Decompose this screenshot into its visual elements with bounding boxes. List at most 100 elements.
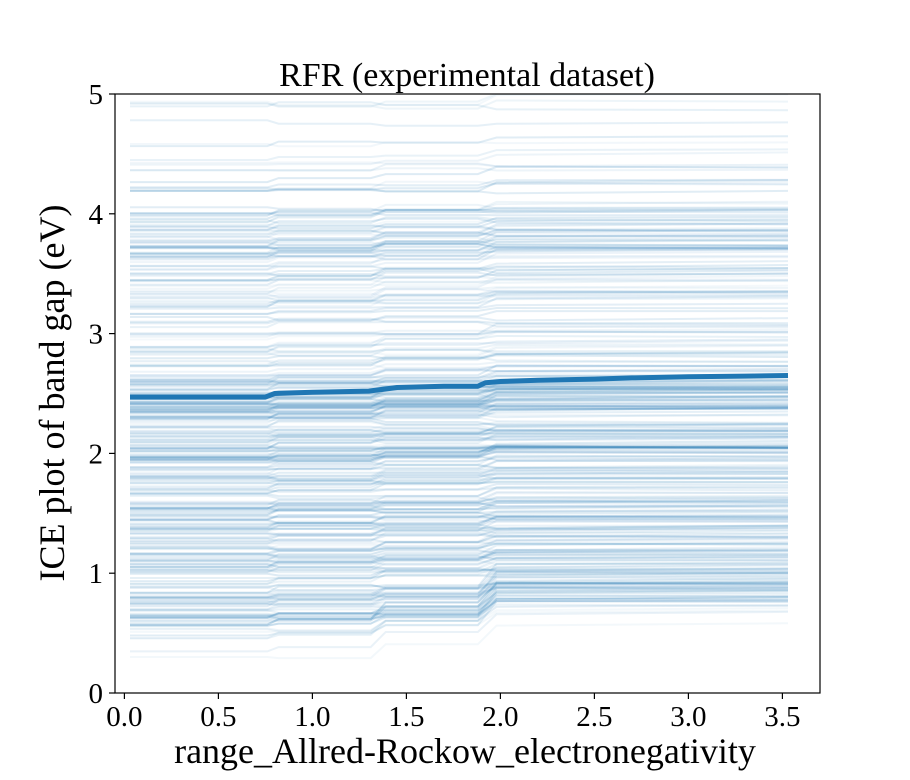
- ice-curve: [130, 290, 789, 298]
- ice-curve: [130, 240, 789, 250]
- ice-curve: [130, 540, 789, 547]
- ice-curve: [130, 464, 789, 471]
- ice-curve: [130, 404, 789, 412]
- ice-curve: [130, 481, 789, 494]
- ice-curve: [130, 454, 789, 463]
- ice-curve: [130, 181, 789, 192]
- ice-curve: [130, 388, 789, 401]
- ice-curve: [130, 556, 789, 572]
- ice-curve: [130, 316, 789, 325]
- ice-curve: [130, 260, 789, 276]
- ice-curve: [130, 467, 789, 481]
- ice-curve: [130, 554, 789, 564]
- ice-curve: [130, 561, 789, 574]
- ice-curve: [130, 513, 789, 524]
- ice-curve: [130, 594, 789, 612]
- ice-curve: [130, 548, 789, 573]
- ice-curve: [130, 396, 789, 405]
- ice-curve: [130, 600, 789, 637]
- ice-curve: [130, 200, 789, 217]
- ice-curve: [130, 391, 789, 408]
- ice-curve: [130, 542, 789, 552]
- ice-curve: [130, 238, 789, 254]
- ice-curve: [130, 407, 789, 422]
- ice-curve: [130, 218, 789, 232]
- ice-curve: [130, 468, 789, 478]
- ice-curve: [130, 394, 789, 414]
- ice-curve: [130, 527, 789, 543]
- x-tick-label: 0.5: [200, 701, 236, 733]
- ice-curve: [130, 553, 789, 568]
- ice-curve: [130, 444, 789, 458]
- ice-curve: [130, 494, 789, 504]
- ice-curve: [130, 254, 789, 271]
- ice-curve: [130, 567, 789, 574]
- ice-curve: [130, 256, 789, 267]
- y-axis: 0 1 2 3 4 5: [89, 79, 115, 710]
- ice-curve: [130, 483, 789, 495]
- ice-curve: [130, 360, 789, 373]
- ice-curve: [130, 271, 789, 286]
- ice-curve: [130, 383, 789, 389]
- ice-curve: [130, 596, 789, 620]
- ice-curve: [130, 586, 789, 598]
- ice-curve: [130, 245, 789, 258]
- ice-curve: [130, 344, 789, 356]
- ice-curve: [130, 178, 789, 189]
- ice-curve: [130, 444, 789, 462]
- ice-curve: [130, 436, 789, 442]
- ice-curve: [130, 289, 789, 307]
- ice-curve: [130, 360, 789, 369]
- ice-curve: [130, 294, 789, 308]
- ice-curve: [130, 425, 789, 432]
- ice-curve: [130, 218, 789, 227]
- ice-curve: [130, 99, 789, 110]
- ice-curve: [130, 290, 789, 308]
- ice-curve: [130, 394, 789, 406]
- ice-curve: [130, 516, 789, 528]
- ice-curve: [130, 407, 789, 419]
- ice-curve: [130, 234, 789, 248]
- ice-curve: [130, 427, 789, 434]
- ice-curve: [130, 500, 789, 515]
- ice-curve: [130, 400, 789, 410]
- ice-curve: [130, 135, 789, 148]
- ice-curve: [130, 515, 789, 529]
- ice-curve: [130, 595, 789, 627]
- ice-curve: [130, 567, 789, 599]
- ice-curve: [130, 384, 789, 396]
- ice-curve: [130, 229, 789, 247]
- ice-curve: [130, 436, 789, 450]
- ice-curve: [130, 291, 789, 305]
- ice-curve: [130, 467, 789, 480]
- ice-curve: [130, 399, 789, 410]
- ice-curve: [130, 432, 788, 438]
- ice-curve: [130, 216, 789, 225]
- ice-curve: [130, 524, 789, 540]
- ice-curve: [130, 592, 789, 611]
- ice-curve: [130, 622, 789, 660]
- ice-curve: [130, 148, 789, 161]
- ice-curve: [130, 200, 789, 224]
- ice-curve: [130, 375, 789, 386]
- ice-curve: [130, 440, 789, 458]
- ice-curve: [130, 119, 789, 127]
- ice-curve: [130, 382, 789, 390]
- ice-curve: [130, 431, 789, 439]
- ice-curve: [130, 580, 789, 590]
- ice-curve: [130, 549, 789, 561]
- ice-curve: [130, 577, 789, 600]
- y-tick-label: 3: [89, 319, 104, 351]
- ice-curve: [130, 589, 789, 617]
- x-axis: 0.0 0.5 1.0 1.5 2.0 2.5 3.0 3.5: [106, 693, 801, 733]
- ice-curve: [130, 384, 789, 391]
- ice-curve: [130, 228, 789, 248]
- ice-curve: [130, 243, 789, 255]
- ice-curve: [130, 351, 789, 367]
- ice-curve: [130, 509, 789, 519]
- ice-curve: [130, 374, 789, 381]
- ice-curve: [130, 444, 789, 452]
- ice-curve: [130, 189, 789, 195]
- ice-curve: [130, 487, 789, 510]
- ice-curve: [130, 410, 789, 421]
